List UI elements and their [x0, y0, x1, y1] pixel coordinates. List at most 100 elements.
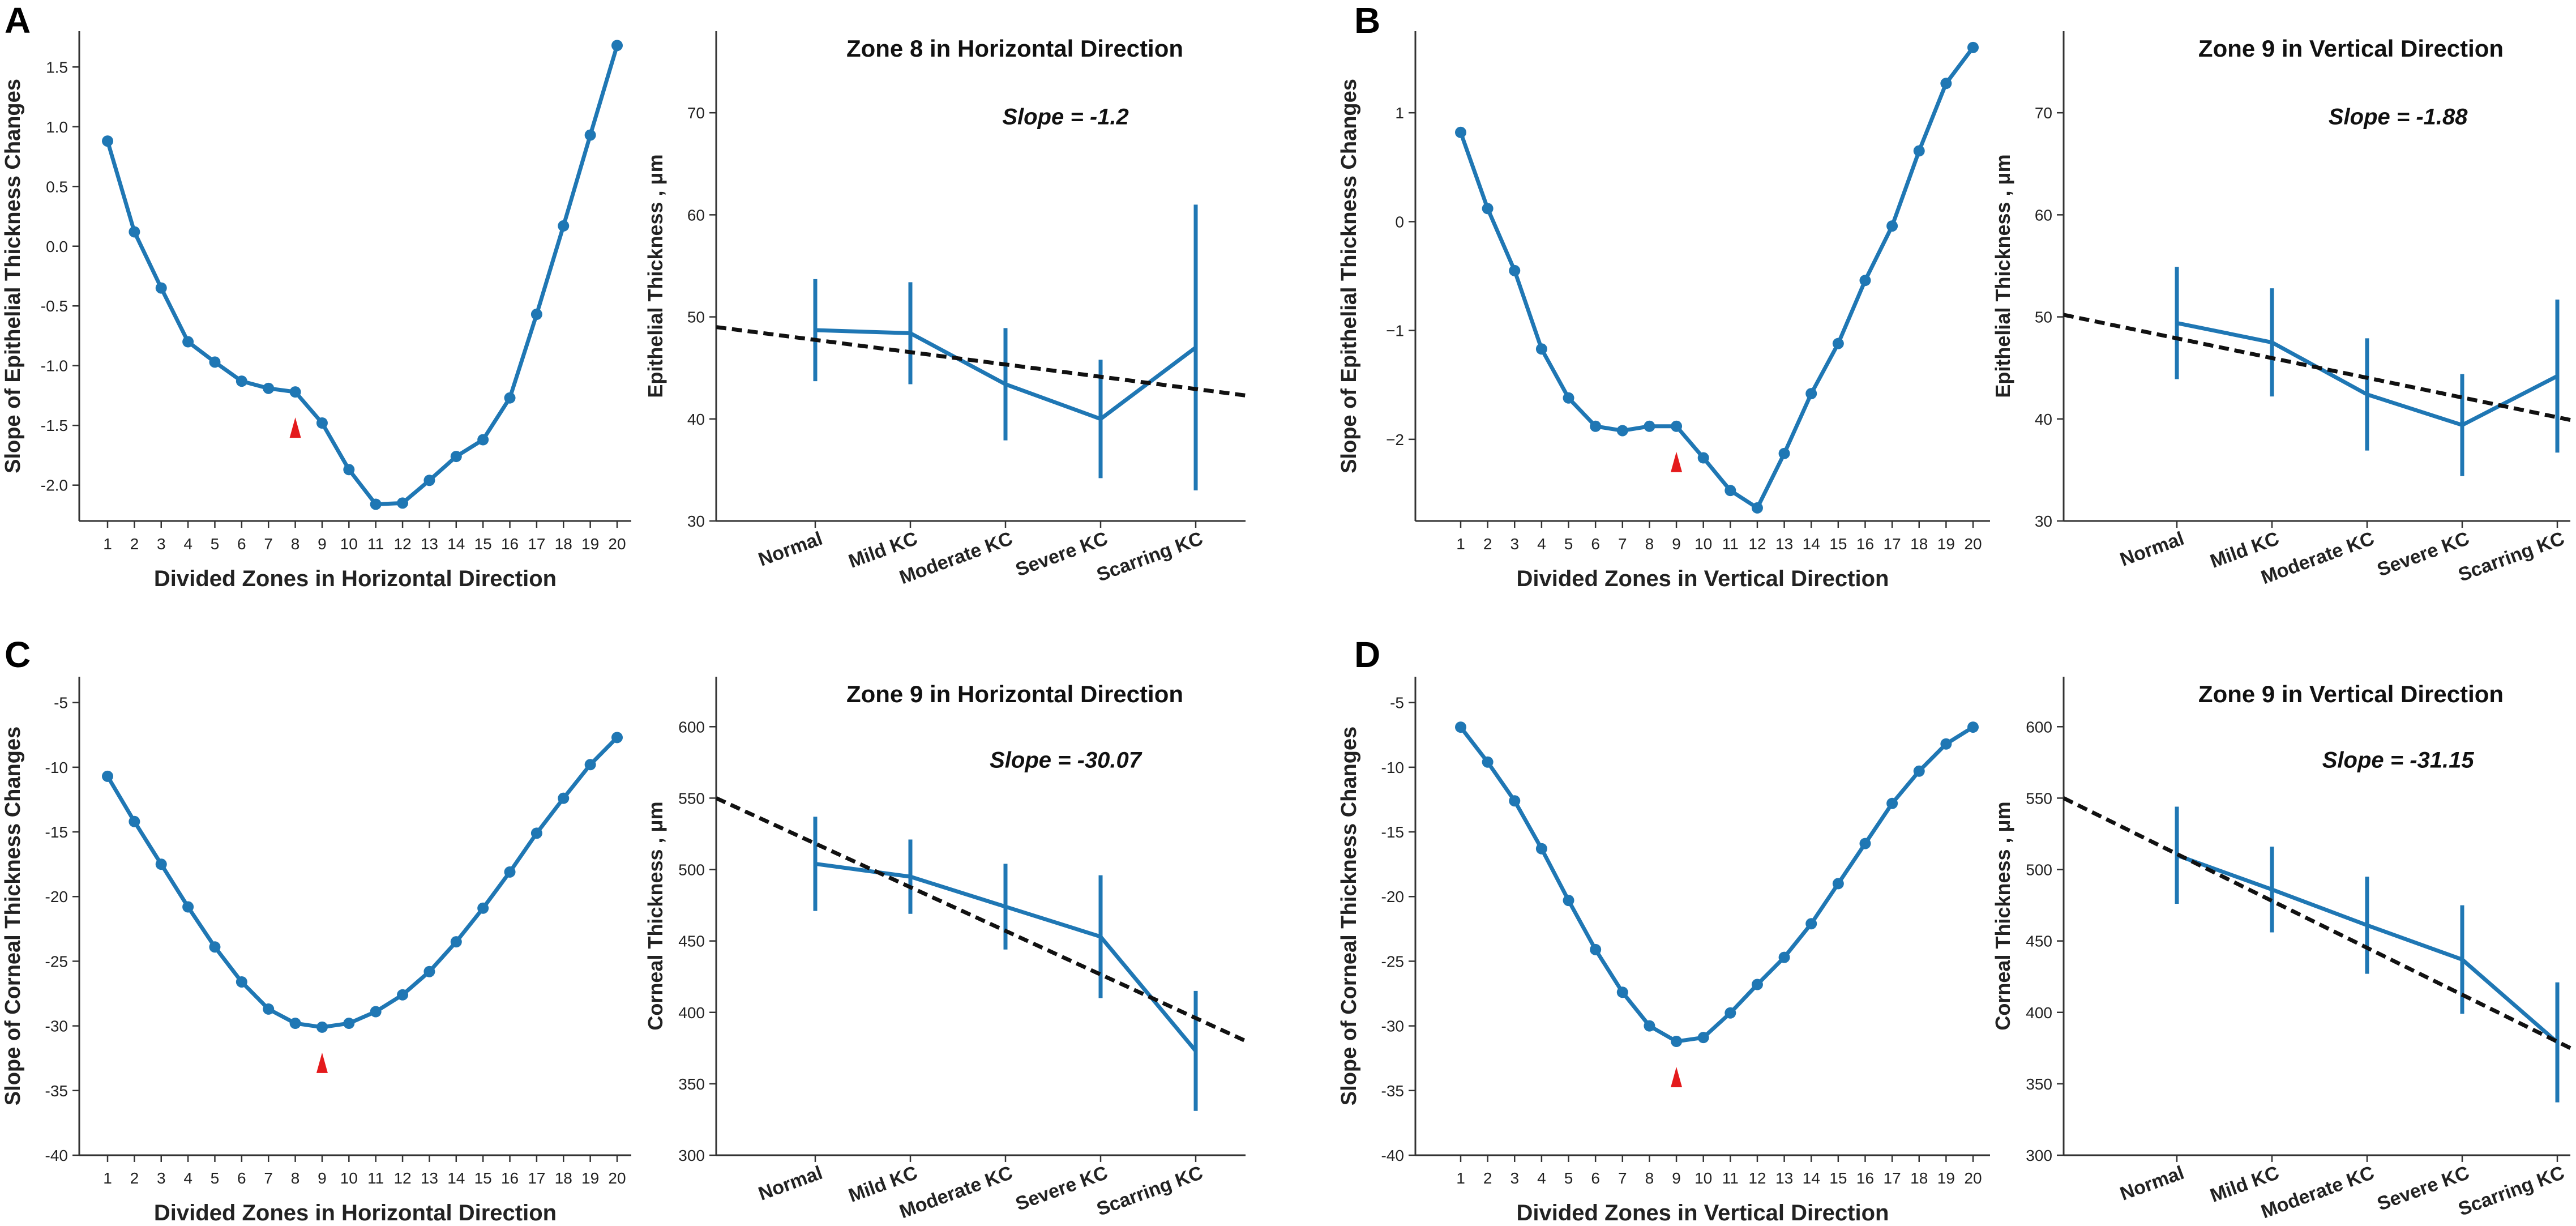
b-left-point [1859, 275, 1871, 287]
c-right-y-tick-label: 550 [678, 789, 705, 807]
c-left-x-tick-label: 5 [211, 1169, 220, 1187]
a-left-y-tick-label: -0.5 [41, 297, 68, 315]
d-left-point [1455, 721, 1466, 733]
a-left-zone-marker-arrow [289, 417, 301, 438]
d-left-x-tick-label: 4 [1537, 1169, 1546, 1187]
d-left-point [1859, 838, 1871, 849]
a-left-y-tick-label: 0.5 [46, 178, 68, 195]
b-left-point [1671, 420, 1683, 432]
b-left-x-tick-label: 13 [1775, 535, 1793, 553]
b-right-slope-label: Slope = -1.88 [2329, 104, 2468, 129]
a-left-point [423, 475, 435, 486]
a-left-point [558, 220, 570, 232]
b-right-category-label: Normal [2117, 528, 2187, 571]
b-left-x-tick-label: 2 [1483, 535, 1492, 553]
c-right-y-tick-label: 600 [678, 718, 705, 736]
b-left-x-tick-label: 20 [1964, 535, 1982, 553]
c-left-y-tick-label: -25 [45, 952, 68, 970]
c-left-point [209, 941, 221, 953]
c-left-series-line [105, 736, 619, 1030]
d-left-x-tick-label: 7 [1618, 1169, 1627, 1187]
b-left-point [1644, 420, 1655, 432]
a-left-point [129, 226, 140, 238]
b-left-y-axis-label: Slope of Epithelial Thickness Changes [1337, 79, 1361, 473]
c-left-zone-marker-arrow [316, 1052, 328, 1073]
a-left-y-tick-label: 1.5 [46, 58, 68, 76]
c-left-x-tick-label: 2 [130, 1169, 139, 1187]
b-left-point [1563, 392, 1574, 404]
c-left-x-tick-label: 10 [340, 1169, 358, 1187]
b-left-point [1697, 452, 1709, 464]
c-left-y-tick-label: -40 [45, 1147, 68, 1164]
d-right-trend-line [2062, 796, 2571, 1050]
d-right-y-tick-label: 600 [2026, 718, 2052, 736]
a-left-point [316, 417, 328, 429]
c-left-y-tick-label: -5 [54, 694, 68, 712]
a-left-point [182, 336, 194, 348]
d-right-y-tick-label: 550 [2026, 789, 2052, 807]
d-left-point [1697, 1032, 1709, 1044]
a-left-point [209, 356, 221, 368]
b-right-y-tick-label: 30 [2035, 512, 2052, 530]
b-left-point [1913, 145, 1925, 157]
b-right-title: Zone 9 in Vertical Direction [2198, 35, 2504, 62]
b-right-trend-line [2063, 313, 2571, 422]
c-left-x-tick-label: 13 [421, 1169, 438, 1187]
a-left-y-tick-label: -1.0 [41, 357, 68, 375]
a-right-mean-line [815, 328, 1197, 421]
b-left-x-tick-label: 6 [1591, 535, 1600, 553]
d-left-x-tick-label: 1 [1456, 1169, 1465, 1187]
c-right-title: Zone 9 in Horizontal Direction [846, 681, 1183, 707]
d-left-x-tick-label: 19 [1937, 1169, 1955, 1187]
b-left-x-tick-label: 16 [1856, 535, 1874, 553]
d-right-mean-line [2176, 853, 2559, 1044]
c-left-x-tick-label: 15 [474, 1169, 492, 1187]
a-left-x-axis-label: Divided Zones in Horizontal Direction [154, 566, 557, 591]
d-left-point [1671, 1036, 1683, 1048]
d-left-x-axis-label: Divided Zones in Vertical Direction [1517, 1201, 1889, 1225]
d-left-chart: -40-35-30-25-20-15-10-51 2 3 4 5 6 7 8 9 10 11 12 13… [1337, 677, 1990, 1225]
a-right-y-tick-label: 30 [687, 512, 705, 530]
b-left-point [1886, 220, 1898, 232]
a-left-x-tick-label: 6 [237, 535, 246, 553]
b-left-x-tick-label: 19 [1937, 535, 1955, 553]
c-left-point [370, 1006, 382, 1018]
panel-letter-c: C [5, 634, 31, 675]
c-left-x-tick-label: 14 [447, 1169, 465, 1187]
a-left-point [477, 434, 489, 446]
c-left-y-tick-label: -30 [45, 1018, 68, 1035]
a-right-category-label: Scarring KC [1094, 528, 1206, 586]
b-left-y-tick-label: 1 [1395, 104, 1404, 122]
c-left-x-tick-label: 4 [183, 1169, 192, 1187]
d-right-y-axis-label: Corneal Thickness , μm [1991, 801, 2014, 1030]
d-left-point [1778, 951, 1790, 963]
a-left-x-tick-label: 3 [157, 535, 166, 553]
c-right-y-tick-label: 400 [678, 1004, 705, 1022]
a-left-y-tick-label: -1.5 [41, 417, 68, 434]
a-left-x-tick-label: 5 [211, 535, 220, 553]
a-right-trend-line [716, 325, 1246, 398]
c-left-point [504, 866, 516, 878]
c-left-point [477, 902, 489, 914]
d-right-category-label: Scarring KC [2455, 1162, 2568, 1220]
c-left-point [236, 976, 247, 988]
a-left-point [397, 497, 409, 509]
d-right-y-tick-label: 400 [2026, 1004, 2052, 1022]
c-left-x-tick-label: 16 [501, 1169, 519, 1187]
a-right-y-tick-label: 40 [687, 411, 705, 428]
b-left-point [1455, 126, 1466, 138]
a-left-x-tick-label: 14 [447, 535, 465, 553]
c-left-point [263, 1003, 275, 1015]
a-left-point [343, 464, 355, 476]
b-left-point [1725, 485, 1736, 497]
c-left-x-tick-label: 8 [291, 1169, 300, 1187]
d-left-y-tick-label: -5 [1390, 694, 1404, 712]
c-left-point [102, 770, 113, 782]
b-right-y-tick-label: 70 [2035, 104, 2052, 122]
d-left-x-tick-label: 8 [1645, 1169, 1654, 1187]
b-left-zone-marker-arrow [1671, 451, 1683, 472]
a-left-point [504, 392, 516, 404]
d-left-point [1509, 795, 1521, 807]
